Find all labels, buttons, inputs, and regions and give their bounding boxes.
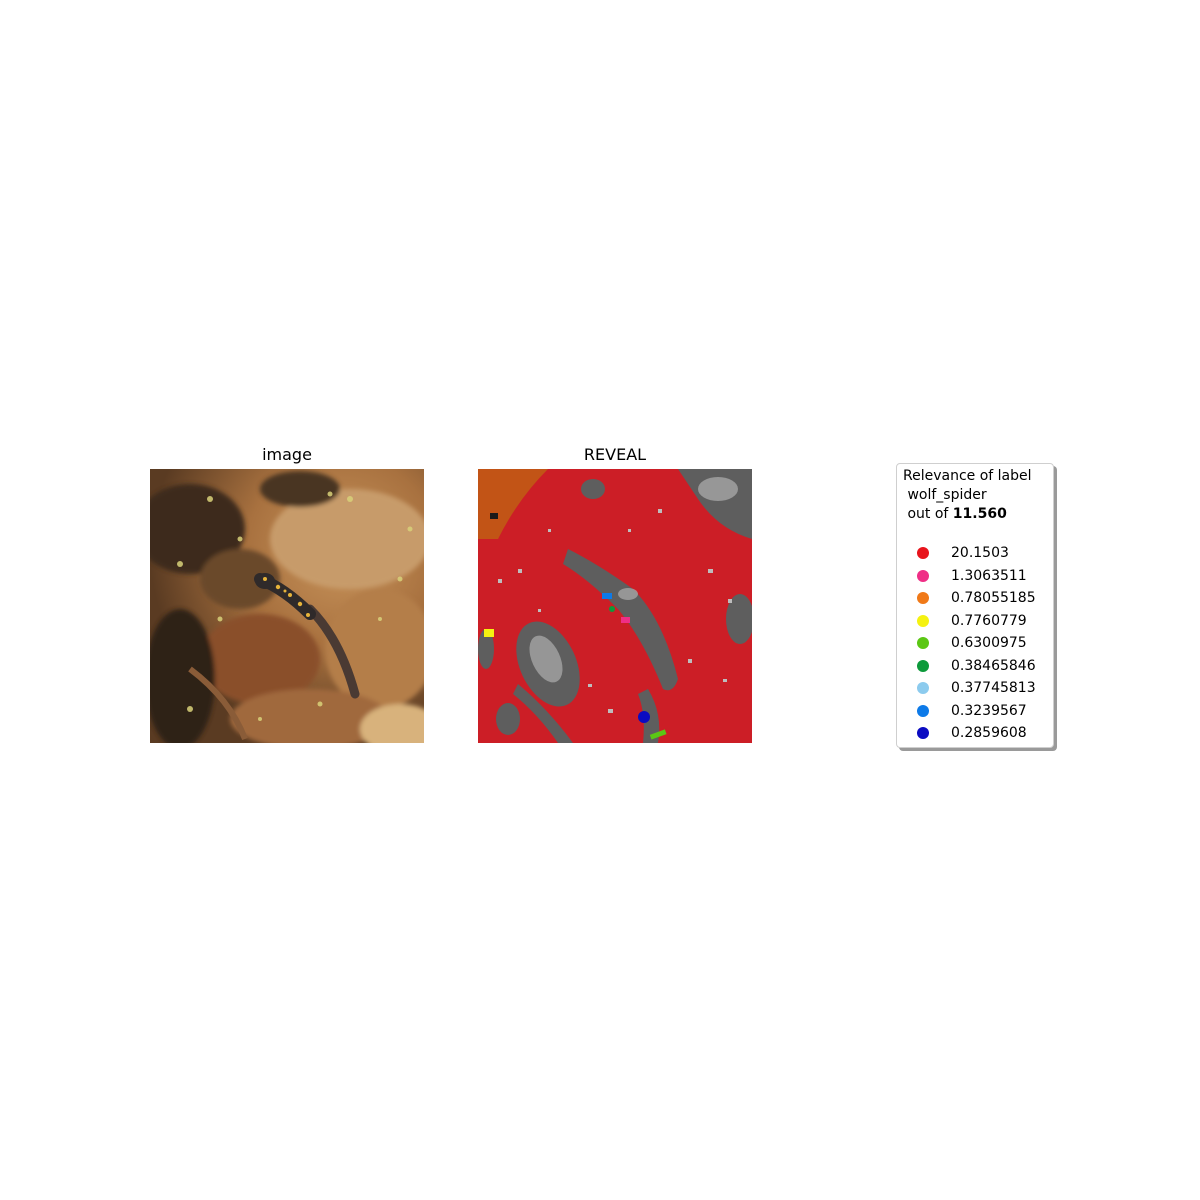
legend-value: 1.3063511: [951, 568, 1027, 584]
legend-total-line: out of 11.560: [903, 505, 1007, 524]
reveal-panel-title: REVEAL: [583, 445, 647, 464]
original-photo: [150, 469, 424, 743]
legend-value: 0.6300975: [951, 635, 1027, 651]
legend-dot: [917, 547, 929, 559]
legend-title: Relevance of label: [903, 468, 1032, 484]
legend-total-value: 11.560: [952, 506, 1007, 522]
relevance-legend: Relevance of label wolf_spider out of 11…: [896, 463, 1054, 748]
legend-dot: [917, 637, 929, 649]
legend-value: 0.7760779: [951, 613, 1027, 629]
legend-dot: [917, 727, 929, 739]
legend-label-name: wolf_spider: [903, 487, 987, 503]
legend-dot: [917, 682, 929, 694]
legend-value: 0.2859608: [951, 725, 1027, 741]
legend-value: 0.78055185: [951, 590, 1036, 606]
legend-total-prefix: out of: [903, 506, 953, 522]
legend-dot: [917, 615, 929, 627]
reveal-overlay: [478, 469, 752, 743]
legend-dot: [917, 705, 929, 717]
legend-value: 0.38465846: [951, 658, 1036, 674]
image-panel-title: image: [262, 445, 312, 464]
legend-dot: [917, 570, 929, 582]
legend-value: 20.1503: [951, 545, 1009, 561]
legend-value: 0.3239567: [951, 703, 1027, 719]
legend-value: 0.37745813: [951, 680, 1036, 696]
legend-dot: [917, 592, 929, 604]
legend-dot: [917, 660, 929, 672]
